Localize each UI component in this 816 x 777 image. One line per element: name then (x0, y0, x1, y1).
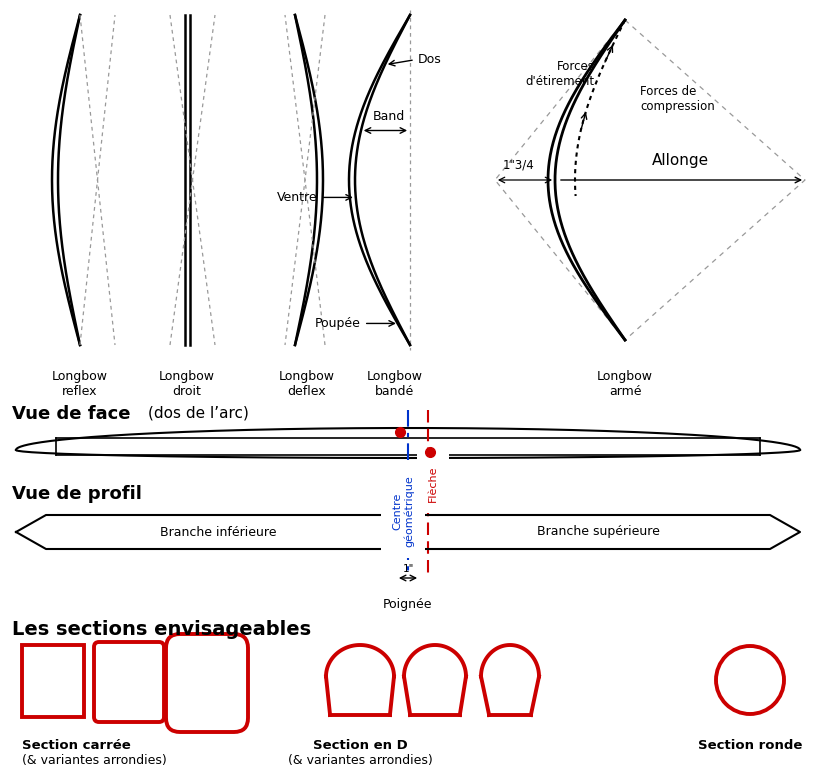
Text: (& variantes arrondies): (& variantes arrondies) (22, 754, 166, 767)
Text: Section ronde: Section ronde (698, 739, 802, 752)
Text: Longbow
reflex: Longbow reflex (52, 370, 108, 398)
Text: Branche supérieure: Branche supérieure (537, 525, 659, 538)
Text: Flèche: Flèche (428, 465, 438, 501)
Text: (& variantes arrondies): (& variantes arrondies) (287, 754, 432, 767)
Text: Vue de face: Vue de face (12, 405, 131, 423)
Text: Les sections envisageables: Les sections envisageables (12, 620, 311, 639)
Text: Dos: Dos (418, 54, 441, 66)
Text: Longbow
deflex: Longbow deflex (279, 370, 335, 398)
Text: Longbow
bandé: Longbow bandé (367, 370, 423, 398)
Text: Forces de
compression: Forces de compression (640, 85, 715, 113)
Text: Band: Band (373, 110, 405, 123)
Text: (dos de l’arc): (dos de l’arc) (148, 405, 249, 420)
Text: Vue de profil: Vue de profil (12, 485, 142, 503)
Text: Forces
d'étirement: Forces d'étirement (526, 60, 595, 88)
Text: Longbow
droit: Longbow droit (159, 370, 215, 398)
Text: Allonge: Allonge (651, 153, 708, 168)
Text: Ventre: Ventre (277, 191, 317, 204)
Text: Branche inférieure: Branche inférieure (160, 525, 277, 538)
Text: Centre
géométrique: Centre géométrique (392, 475, 414, 547)
Text: Section en D: Section en D (313, 739, 407, 752)
Text: Poupée: Poupée (315, 317, 361, 330)
Text: Section carrée: Section carrée (22, 739, 131, 752)
Text: 1"3/4: 1"3/4 (503, 159, 534, 172)
Text: 1": 1" (402, 564, 414, 574)
Text: Poignée: Poignée (384, 598, 432, 611)
Text: Longbow
armé: Longbow armé (597, 370, 653, 398)
